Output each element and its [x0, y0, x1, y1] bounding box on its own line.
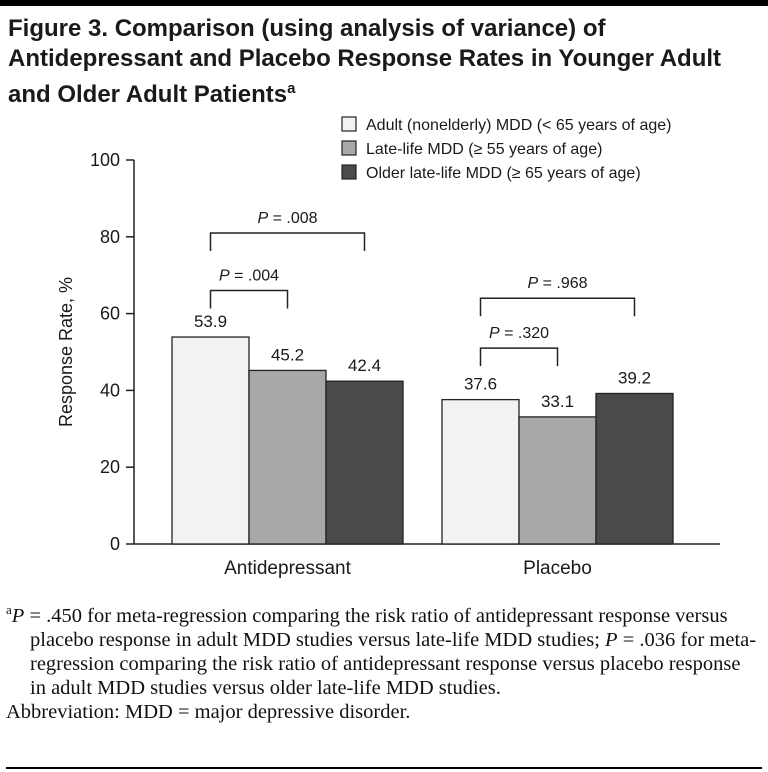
y-tick-label: 100 [90, 150, 120, 170]
footnote-a-text-1: = .450 for meta-regression comparing the… [24, 604, 728, 651]
bar-value-label: 53.9 [194, 312, 227, 331]
x-category-label: Placebo [523, 558, 592, 579]
figure-title: Figure 3. Comparison (using analysis of … [8, 14, 760, 110]
legend-swatch [341, 116, 357, 132]
y-axis-label: Response Rate, % [56, 277, 76, 427]
legend-label: Late-life MDD (≥ 55 years of age) [366, 141, 602, 158]
y-tick-label: 60 [100, 304, 120, 324]
significance-bracket [479, 297, 636, 317]
footnote-p-label-2: P [605, 628, 618, 651]
legend-swatch [341, 164, 357, 180]
footnote-a: aP = .450 for meta-regression comparing … [6, 598, 761, 700]
footnote-p-label: P [11, 604, 25, 627]
bar [441, 398, 520, 545]
legend-label: Older late-life MDD (≥ 65 years of age) [366, 165, 641, 182]
legend-swatch [341, 140, 357, 156]
figure-title-text: Figure 3. Comparison (using analysis of … [8, 15, 722, 108]
bar [248, 369, 327, 545]
significance-bracket [209, 289, 289, 309]
p-value-label: P = .008 [257, 210, 317, 227]
footnote-a-marker: a [6, 602, 12, 617]
bar [325, 380, 404, 545]
p-value-label: P = .968 [527, 275, 587, 292]
bar [171, 336, 250, 545]
significance-bracket [209, 232, 366, 251]
top-rule [0, 0, 768, 6]
footnote-abbreviation: Abbreviation: MDD = major depressive dis… [6, 700, 411, 723]
bar-value-label: 42.4 [348, 356, 381, 375]
bar-chart: 0 20 40 60 80 100 Response Rate, % 53.9 45.2 42.4… [56, 116, 720, 579]
y-tick-label: 40 [100, 380, 120, 400]
y-tick-label: 0 [110, 534, 120, 554]
x-category-label: Antidepressant [224, 558, 351, 579]
bar [518, 416, 597, 545]
bar [595, 392, 674, 545]
legend-label: Adult (nonelderly) MDD (< 65 years of ag… [366, 117, 671, 134]
bottom-rule [6, 767, 762, 769]
p-value-label: P = .320 [489, 325, 549, 342]
bar-value-label: 45.2 [271, 345, 304, 364]
bar-value-label: 33.1 [541, 392, 574, 411]
footnote-a-text-2: = .036 for meta-regression comparing the… [30, 628, 757, 699]
y-tick-label: 80 [100, 227, 120, 247]
y-tick-label: 20 [100, 457, 120, 477]
title-footnote-marker: a [287, 80, 296, 97]
p-value-label: P = .004 [219, 268, 279, 285]
significance-bracket [479, 347, 559, 367]
bar-value-label: 39.2 [618, 368, 651, 387]
footnote: aP = .450 for meta-regression comparing … [6, 598, 761, 724]
bar-value-label: 37.6 [464, 375, 497, 394]
